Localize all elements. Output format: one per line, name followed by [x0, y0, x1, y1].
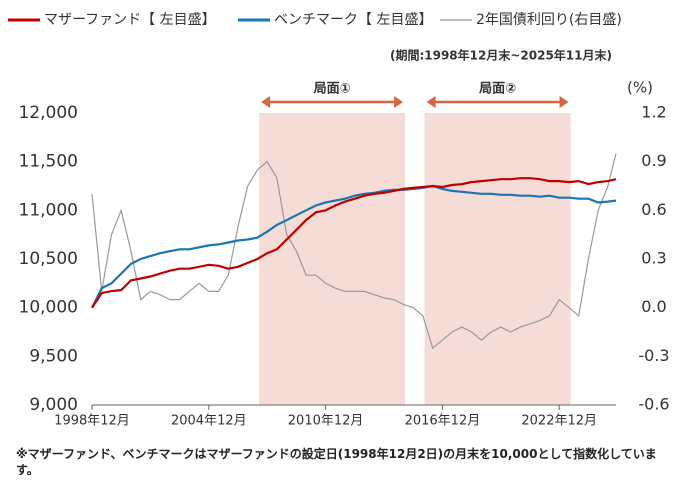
y2-tick-label: 0.0 [641, 297, 666, 316]
y2-tick-label: 0.3 [641, 249, 666, 268]
x-tick-label: 2022年12月 [521, 414, 597, 429]
footnote: ※マザーファンド、ベンチマークはマザーファンドの設定日(1998年12月2日)の… [16, 447, 657, 477]
period: (期間:1998年12月末~2025年11月末) [390, 48, 612, 63]
chart: (期間:1998年12月末~2025年11月末) (%) 局面① 局面② 9,000… [8, 12, 670, 429]
legend-label: マザーファンド【 左目盛】 [44, 12, 216, 28]
y2-tick-label: 0.6 [641, 200, 666, 219]
series-line [91, 153, 617, 350]
x-tick-label: 2004年12月 [171, 414, 247, 429]
y-tick-label: 11,000 [19, 200, 78, 220]
series-line [91, 184, 617, 309]
legend-label: 2年国債利回り(右目盛) [476, 12, 622, 28]
y2-tick-label: 0.9 [641, 151, 666, 170]
legend-label: ベンチマーク【 左目盛】 [274, 12, 432, 28]
y2-label: (%) [627, 79, 653, 97]
y-tick-label: 9,500 [29, 346, 78, 366]
x-tick-label: 2010年12月 [288, 414, 364, 429]
phase-region [424, 113, 571, 405]
y-tick-label: 10,500 [19, 249, 78, 269]
y2-tick-label: -0.6 [638, 395, 669, 414]
phase-label: 局面② [479, 82, 516, 97]
y-tick-label: 9,000 [29, 395, 78, 415]
x-tick-label: 1998年12月 [54, 414, 130, 429]
y-tick-label: 10,000 [19, 298, 78, 318]
phase-label: 局面① [314, 82, 351, 97]
y2-tick-label: -0.3 [638, 346, 669, 365]
y-tick-label: 12,000 [19, 103, 78, 123]
y2-tick-label: 1.2 [641, 103, 666, 122]
series-line [91, 177, 617, 309]
y-tick-label: 11,500 [19, 152, 78, 172]
x-tick-label: 2016年12月 [405, 414, 481, 429]
phase-region [259, 113, 406, 405]
